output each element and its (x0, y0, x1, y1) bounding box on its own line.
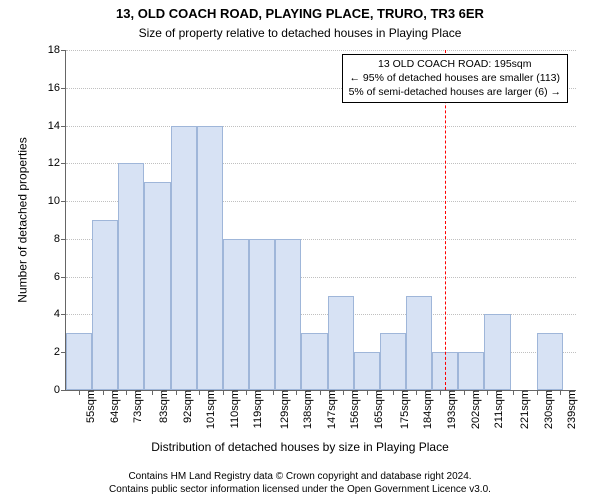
x-tick-label: 165sqm (367, 390, 385, 429)
x-tick-label: 83sqm (152, 390, 170, 423)
histogram-bar (118, 163, 144, 390)
y-axis-label: Number of detached properties (16, 137, 30, 302)
histogram-bar (458, 352, 484, 390)
histogram-bar (223, 239, 249, 390)
x-tick-label: 147sqm (320, 390, 338, 429)
x-tick-label: 110sqm (223, 390, 241, 428)
x-tick-label: 55sqm (79, 390, 97, 423)
histogram-bar (537, 333, 563, 390)
annotation-box: 13 OLD COACH ROAD: 195sqm ← 95% of detac… (342, 54, 568, 103)
x-tick-label: 119sqm (246, 390, 264, 428)
y-tick-label: 0 (54, 384, 66, 396)
y-tick-label: 14 (48, 120, 66, 132)
x-tick-label: 138sqm (296, 390, 314, 429)
histogram-bar (354, 352, 380, 390)
histogram-bar (92, 220, 118, 390)
footer-line-1: Contains HM Land Registry data © Crown c… (0, 471, 600, 484)
histogram-bar (484, 314, 510, 390)
x-tick-label: 239sqm (560, 390, 578, 429)
annotation-line-3: 5% of semi-detached houses are larger (6… (349, 85, 561, 99)
grid-line (66, 126, 576, 127)
chart-footer: Contains HM Land Registry data © Crown c… (0, 471, 600, 496)
y-tick-label: 12 (48, 157, 66, 169)
chart-subtitle: Size of property relative to detached ho… (0, 26, 600, 40)
annotation-line-2: ← 95% of detached houses are smaller (11… (349, 71, 561, 85)
y-tick-label: 4 (54, 308, 66, 320)
histogram-bar (144, 182, 170, 390)
histogram-bar (406, 296, 432, 390)
histogram-bar (249, 239, 275, 390)
x-tick-label: 129sqm (273, 390, 291, 429)
histogram-bar (380, 333, 406, 390)
y-tick-label: 8 (54, 233, 66, 245)
y-tick-label: 18 (48, 44, 66, 56)
x-tick-label: 92sqm (176, 390, 194, 423)
histogram-bar (197, 126, 223, 390)
annotation-line-1: 13 OLD COACH ROAD: 195sqm (349, 57, 561, 71)
histogram-bar (328, 296, 354, 390)
histogram-bar (275, 239, 301, 390)
x-tick-label: 64sqm (103, 390, 121, 423)
footer-line-2: Contains public sector information licen… (0, 484, 600, 497)
grid-line (66, 50, 576, 51)
histogram-bar (171, 126, 197, 390)
y-tick-label: 6 (54, 271, 66, 283)
y-tick-label: 2 (54, 346, 66, 358)
x-tick-label: 202sqm (464, 390, 482, 429)
x-tick-label: 101sqm (199, 390, 217, 429)
x-tick-label: 156sqm (343, 390, 361, 429)
histogram-bar (66, 333, 92, 390)
x-tick-label: 230sqm (537, 390, 555, 429)
x-tick-label: 211sqm (487, 390, 505, 428)
plot-area: 13 OLD COACH ROAD: 195sqm ← 95% of detac… (65, 50, 576, 391)
x-tick-label: 175sqm (393, 390, 411, 429)
histogram-bar (301, 333, 327, 390)
x-axis-label: Distribution of detached houses by size … (0, 440, 600, 454)
property-size-histogram: 13, OLD COACH ROAD, PLAYING PLACE, TRURO… (0, 0, 600, 500)
x-tick-label: 221sqm (513, 390, 531, 429)
y-tick-label: 16 (48, 82, 66, 94)
y-tick-label: 10 (48, 195, 66, 207)
chart-title: 13, OLD COACH ROAD, PLAYING PLACE, TRURO… (0, 6, 600, 21)
x-tick-label: 184sqm (416, 390, 434, 429)
x-tick-label: 73sqm (126, 390, 144, 423)
x-tick-label: 193sqm (440, 390, 458, 429)
